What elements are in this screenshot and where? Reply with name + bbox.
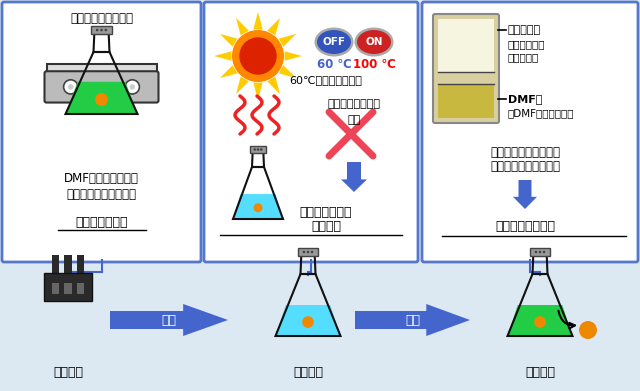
Bar: [298, 248, 318, 256]
Bar: [52, 283, 60, 294]
Text: 抽出: 抽出: [405, 314, 420, 326]
Text: OFF: OFF: [323, 37, 346, 47]
FancyBboxPatch shape: [45, 71, 159, 102]
Circle shape: [534, 316, 546, 328]
Polygon shape: [236, 18, 249, 35]
Text: 抽出操作により容易に: 抽出操作により容易に: [490, 145, 560, 158]
Text: 触媒リサイクルが可能: 触媒リサイクルが可能: [490, 160, 560, 172]
Polygon shape: [275, 305, 340, 336]
Text: 品質保持: 品質保持: [311, 219, 341, 233]
Circle shape: [68, 84, 74, 90]
Circle shape: [534, 251, 537, 253]
Text: 60℃以下では不活性: 60℃以下では不活性: [289, 75, 362, 85]
Text: 輸送: 輸送: [161, 314, 177, 326]
Polygon shape: [65, 82, 138, 114]
Text: ・DMF保護ナノ粒子: ・DMF保護ナノ粒子: [508, 108, 575, 118]
Text: 60 ℃: 60 ℃: [317, 57, 351, 70]
Text: ・目的生成物: ・目的生成物: [508, 39, 545, 49]
Bar: [44, 273, 92, 301]
Bar: [52, 255, 60, 273]
Polygon shape: [110, 304, 228, 336]
Polygon shape: [233, 194, 283, 219]
Circle shape: [253, 203, 262, 212]
Text: 過剰反応、副反応: 過剰反応、副反応: [328, 99, 381, 109]
Text: 100 ℃: 100 ℃: [353, 57, 396, 70]
Ellipse shape: [317, 30, 351, 54]
Text: 酸化鉄ナノ粒子触媒: 酸化鉄ナノ粒子触媒: [70, 11, 133, 25]
Circle shape: [104, 29, 107, 31]
Circle shape: [302, 316, 314, 328]
Text: 触媒存在下での: 触媒存在下での: [300, 206, 352, 219]
Polygon shape: [285, 51, 302, 61]
Bar: [250, 146, 266, 153]
FancyBboxPatch shape: [433, 14, 499, 123]
Ellipse shape: [314, 27, 353, 57]
Text: ON: ON: [365, 37, 383, 47]
Polygon shape: [355, 304, 470, 336]
Circle shape: [232, 30, 284, 82]
Bar: [530, 248, 550, 256]
Polygon shape: [220, 34, 237, 47]
Text: 触媒合成が容易: 触媒合成が容易: [76, 215, 128, 228]
Bar: [77, 283, 84, 294]
Polygon shape: [278, 34, 296, 47]
Text: ヘキサン層: ヘキサン層: [508, 25, 541, 35]
Text: 触媒製造: 触媒製造: [53, 366, 83, 378]
Polygon shape: [253, 83, 262, 100]
Text: 変色: 変色: [348, 115, 360, 125]
Text: 撹拌のみで反応が進行: 撹拌のみで反応が進行: [67, 188, 136, 201]
Text: ・副生成物: ・副生成物: [508, 52, 540, 62]
Polygon shape: [513, 180, 537, 209]
Text: 分離回収: 分離回収: [525, 366, 555, 378]
Bar: [47, 64, 157, 73]
Circle shape: [239, 37, 276, 75]
Circle shape: [539, 251, 541, 253]
Bar: [77, 255, 84, 273]
Circle shape: [100, 29, 103, 31]
Ellipse shape: [357, 30, 391, 54]
Bar: [438, 19, 494, 72]
Circle shape: [307, 251, 309, 253]
Circle shape: [311, 251, 314, 253]
Polygon shape: [278, 65, 296, 78]
Circle shape: [253, 148, 256, 151]
Circle shape: [125, 80, 140, 94]
Circle shape: [63, 80, 78, 94]
Circle shape: [543, 251, 545, 253]
Circle shape: [260, 148, 262, 151]
Polygon shape: [214, 51, 232, 61]
FancyBboxPatch shape: [2, 2, 201, 262]
Ellipse shape: [355, 27, 394, 57]
FancyBboxPatch shape: [422, 2, 638, 262]
Polygon shape: [236, 77, 249, 94]
Bar: [438, 84, 494, 118]
Circle shape: [257, 148, 259, 151]
Bar: [91, 26, 112, 34]
FancyBboxPatch shape: [204, 2, 418, 262]
Circle shape: [95, 93, 108, 106]
Bar: [65, 255, 72, 273]
Text: 反応溶液: 反応溶液: [293, 366, 323, 378]
Polygon shape: [341, 162, 367, 192]
Text: DMF溶液中での加熱: DMF溶液中での加熱: [64, 172, 139, 185]
Polygon shape: [220, 65, 237, 78]
Circle shape: [129, 84, 135, 90]
Polygon shape: [508, 305, 573, 336]
Polygon shape: [268, 18, 280, 35]
Bar: [65, 283, 72, 294]
Text: 触媒のコスト削減: 触媒のコスト削減: [495, 221, 555, 233]
Polygon shape: [253, 12, 262, 29]
Polygon shape: [268, 77, 280, 94]
Circle shape: [96, 29, 99, 31]
Text: DMF層: DMF層: [508, 94, 542, 104]
Circle shape: [303, 251, 305, 253]
Circle shape: [579, 321, 597, 339]
